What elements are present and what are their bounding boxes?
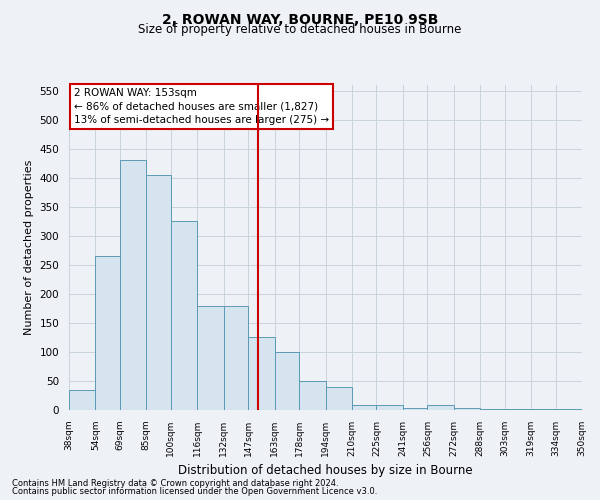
Text: Size of property relative to detached houses in Bourne: Size of property relative to detached ho… [139,22,461,36]
Bar [299,381,325,410]
Bar [403,408,427,410]
Bar [352,406,376,410]
Y-axis label: Number of detached properties: Number of detached properties [24,160,34,335]
Bar [531,409,556,410]
Bar [120,160,146,410]
Bar [480,409,505,410]
Bar [171,222,197,410]
Bar [197,306,224,410]
Text: Contains HM Land Registry data © Crown copyright and database right 2024.: Contains HM Land Registry data © Crown c… [12,478,338,488]
Bar [69,390,95,410]
Bar [224,306,248,410]
Text: 2, ROWAN WAY, BOURNE, PE10 9SB: 2, ROWAN WAY, BOURNE, PE10 9SB [162,12,438,26]
Bar [454,408,480,410]
Text: 2 ROWAN WAY: 153sqm
← 86% of detached houses are smaller (1,827)
13% of semi-det: 2 ROWAN WAY: 153sqm ← 86% of detached ho… [74,88,329,124]
Bar [505,409,531,410]
Text: Contains public sector information licensed under the Open Government Licence v3: Contains public sector information licen… [12,487,377,496]
Bar [325,387,352,410]
Bar [427,406,454,410]
Bar [275,352,299,410]
Bar [146,175,171,410]
Bar [376,406,403,410]
Bar [248,338,275,410]
X-axis label: Distribution of detached houses by size in Bourne: Distribution of detached houses by size … [178,464,473,477]
Bar [95,256,120,410]
Bar [556,409,582,410]
